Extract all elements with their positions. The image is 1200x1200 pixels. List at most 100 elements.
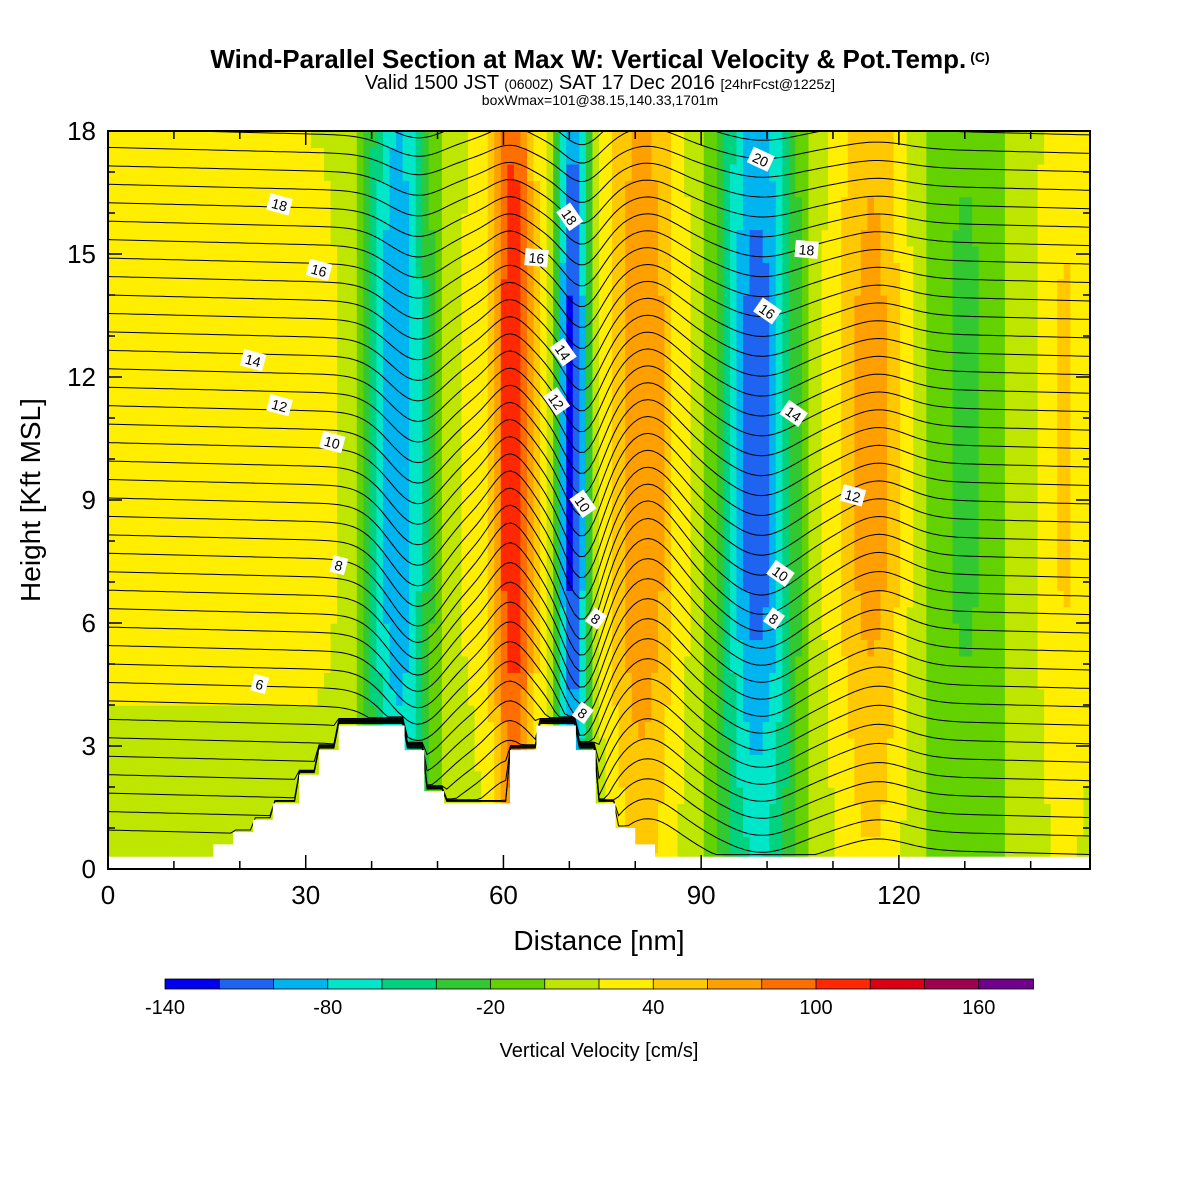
velocity-cell <box>697 557 705 575</box>
velocity-cell <box>409 705 417 723</box>
velocity-cell <box>369 672 378 690</box>
velocity-cell <box>461 295 469 313</box>
velocity-cell <box>343 344 351 362</box>
velocity-cell <box>618 131 626 149</box>
velocity-cell <box>330 623 338 641</box>
velocity-cell <box>461 393 469 411</box>
velocity-cell <box>684 426 692 444</box>
velocity-cell <box>540 672 548 690</box>
velocity-cell <box>238 573 247 591</box>
velocity-cell <box>769 262 777 280</box>
velocity-cell <box>173 409 181 427</box>
velocity-cell <box>304 754 312 772</box>
velocity-cell <box>743 213 751 231</box>
velocity-cell <box>782 508 790 526</box>
velocity-cell <box>487 754 495 772</box>
velocity-cell <box>422 573 430 591</box>
velocity-cell <box>304 475 312 493</box>
velocity-cell <box>225 524 234 542</box>
velocity-cell <box>481 721 489 739</box>
velocity-cell <box>723 360 731 378</box>
velocity-cell <box>186 278 194 296</box>
velocity-cell <box>258 754 266 772</box>
velocity-cell <box>173 491 181 509</box>
velocity-cell <box>147 606 155 624</box>
velocity-cell <box>206 573 214 591</box>
velocity-cell <box>540 688 548 706</box>
velocity-cell <box>343 295 351 313</box>
velocity-cell <box>108 639 116 657</box>
velocity-cell <box>284 147 293 165</box>
velocity-cell <box>127 491 135 509</box>
velocity-cell <box>703 327 711 345</box>
velocity-cell <box>134 705 142 723</box>
velocity-cell <box>389 508 397 526</box>
velocity-cell <box>271 229 279 247</box>
velocity-cell <box>232 819 240 837</box>
velocity-cell <box>638 180 646 198</box>
velocity-cell <box>454 311 463 329</box>
velocity-cell <box>304 311 312 329</box>
velocity-cell <box>435 131 443 149</box>
velocity-cell <box>631 409 639 427</box>
velocity-cell <box>540 639 548 657</box>
velocity-cell <box>389 245 397 263</box>
velocity-cell <box>199 721 207 739</box>
velocity-cell <box>743 803 751 821</box>
velocity-cell <box>428 278 437 296</box>
velocity-cell <box>697 262 705 280</box>
velocity-cell <box>121 262 129 280</box>
velocity-cell <box>828 803 836 821</box>
velocity-cell <box>343 623 351 641</box>
velocity-cell <box>252 409 260 427</box>
velocity-cell <box>173 311 181 329</box>
velocity-cell <box>173 131 181 149</box>
velocity-cell <box>671 295 679 313</box>
velocity-cell <box>762 278 770 296</box>
velocity-cell <box>448 147 456 165</box>
velocity-cell <box>173 442 181 460</box>
velocity-cell <box>324 573 332 591</box>
velocity-cell <box>435 590 443 608</box>
velocity-cell <box>258 180 266 198</box>
velocity-cell <box>638 573 646 591</box>
velocity-cell <box>252 491 260 509</box>
velocity-cell <box>114 344 122 362</box>
velocity-cell <box>716 229 725 247</box>
velocity-cell <box>225 705 234 723</box>
velocity-cell <box>821 737 829 755</box>
velocity-cell <box>186 803 194 821</box>
velocity-cell <box>801 344 810 362</box>
velocity-cell <box>409 639 417 657</box>
velocity-cell <box>657 229 666 247</box>
velocity-cell <box>710 524 718 542</box>
velocity-cell <box>821 705 829 723</box>
velocity-cell <box>252 655 260 673</box>
velocity-cell <box>500 639 509 657</box>
velocity-cell <box>121 278 129 296</box>
velocity-cell <box>664 360 672 378</box>
velocity-cell <box>546 311 554 329</box>
velocity-cell <box>828 344 836 362</box>
velocity-cell <box>651 229 659 247</box>
velocity-cell <box>173 639 181 657</box>
velocity-cell <box>572 278 581 296</box>
velocity-cell <box>801 311 810 329</box>
velocity-cell <box>199 295 207 313</box>
velocity-cell <box>782 393 790 411</box>
velocity-cell <box>546 639 554 657</box>
velocity-cell <box>186 131 194 149</box>
velocity-cell <box>703 623 711 641</box>
velocity-cell <box>481 459 489 477</box>
velocity-cell <box>657 787 666 805</box>
velocity-cell <box>775 180 784 198</box>
velocity-cell <box>579 639 587 657</box>
velocity-cell <box>219 688 227 706</box>
velocity-cell <box>500 770 509 788</box>
velocity-cell <box>684 590 692 608</box>
velocity-cell <box>415 688 423 706</box>
velocity-cell <box>500 787 509 805</box>
velocity-cell <box>769 787 777 805</box>
velocity-cell <box>828 262 836 280</box>
velocity-cell <box>258 737 266 755</box>
